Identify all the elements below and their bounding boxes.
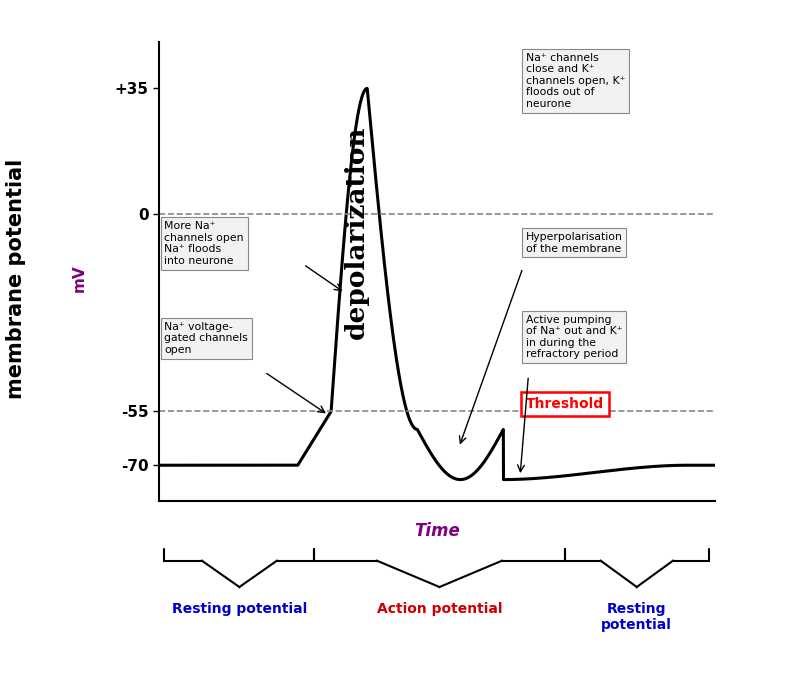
Text: Resting potential: Resting potential: [172, 602, 307, 616]
Text: mV: mV: [72, 264, 87, 292]
Text: Na⁺ channels
close and K⁺
channels open, K⁺
floods out of
neurone: Na⁺ channels close and K⁺ channels open,…: [526, 52, 625, 109]
Text: Hyperpolarisation
of the membrane: Hyperpolarisation of the membrane: [526, 232, 622, 253]
Text: depolarization: depolarization: [344, 125, 368, 339]
Text: Action potential: Action potential: [376, 602, 503, 616]
Text: More Na⁺
channels open
Na⁺ floods
into neurone: More Na⁺ channels open Na⁺ floods into n…: [164, 221, 244, 266]
Text: Resting
potential: Resting potential: [601, 602, 673, 632]
Text: Threshold: Threshold: [526, 397, 603, 411]
Text: membrane potential: membrane potential: [6, 158, 26, 399]
Text: Active pumping
of Na⁺ out and K⁺
in during the
refractory period: Active pumping of Na⁺ out and K⁺ in duri…: [526, 315, 622, 359]
Text: Time: Time: [414, 521, 460, 539]
Text: Na⁺ voltage-
gated channels
open: Na⁺ voltage- gated channels open: [164, 322, 248, 355]
